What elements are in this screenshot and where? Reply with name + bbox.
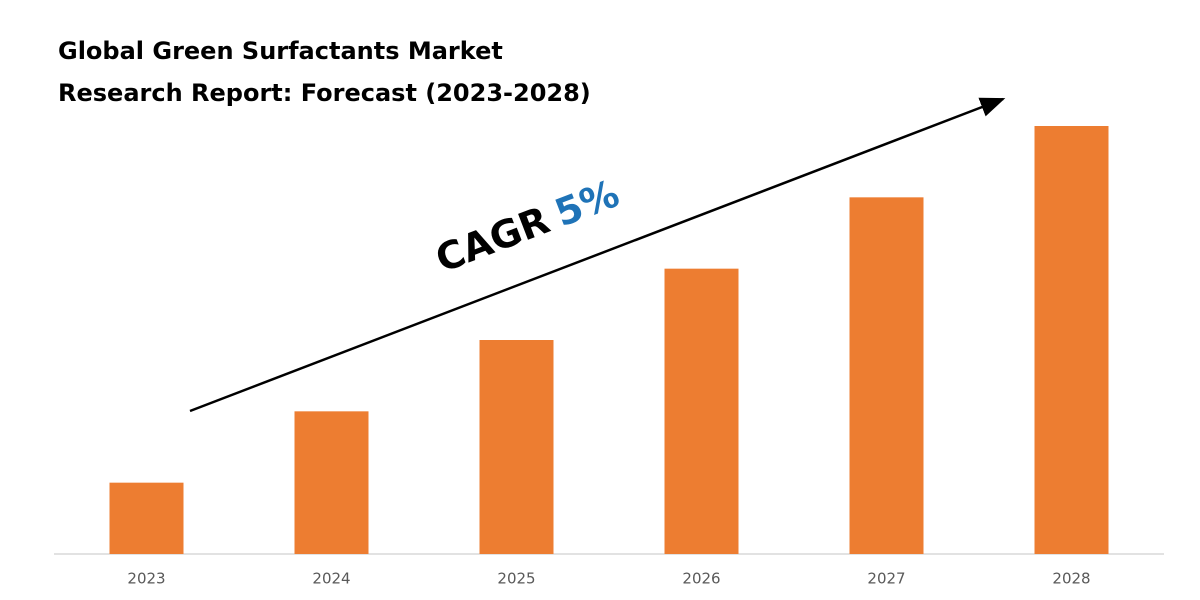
cagr-annotation: CAGR5% — [429, 171, 624, 281]
x-tick-label: 2027 — [867, 570, 905, 588]
chart-title: Global Green Surfactants Market — [58, 37, 503, 65]
bar — [109, 482, 184, 554]
trend-arrow — [189, 97, 1006, 413]
bar — [294, 411, 369, 554]
chart-title: Research Report: Forecast (2023-2028) — [58, 79, 591, 107]
x-tick-label: 2023 — [127, 570, 165, 588]
bar — [664, 268, 739, 554]
x-tick-label: 2028 — [1052, 570, 1090, 588]
bar — [849, 197, 924, 555]
bar — [1034, 126, 1109, 554]
x-tick-label: 2024 — [312, 570, 350, 588]
x-tick-label: 2025 — [497, 570, 535, 588]
bar — [479, 340, 554, 554]
x-tick-label: 2026 — [682, 570, 720, 588]
cagr-value: 5% — [549, 171, 625, 235]
cagr-text: CAGR — [429, 197, 555, 280]
